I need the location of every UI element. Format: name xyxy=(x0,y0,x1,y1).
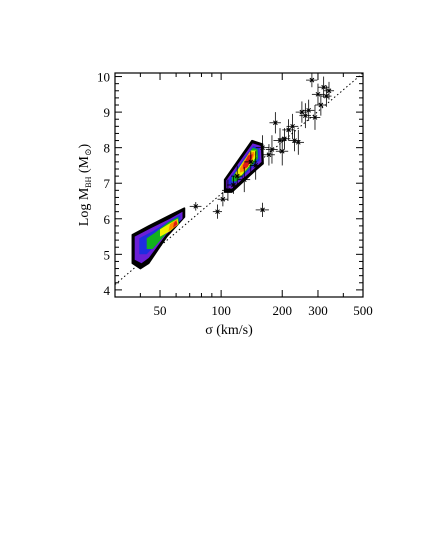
data-point xyxy=(222,179,234,201)
y-tick-label: 6 xyxy=(104,212,111,227)
data-point xyxy=(309,105,321,130)
data-point xyxy=(265,135,278,164)
density-level-7 xyxy=(173,220,178,228)
x-tick-label: 100 xyxy=(211,303,231,318)
plot-frame xyxy=(114,72,364,298)
point-marker-b xyxy=(260,145,265,151)
point-marker-b xyxy=(220,196,226,202)
point-marker-b xyxy=(290,123,295,129)
point-marker-b xyxy=(326,88,332,94)
point-marker-b xyxy=(321,84,327,90)
y-tick-label: 8 xyxy=(104,141,111,156)
data-point xyxy=(275,137,289,166)
point-marker-b xyxy=(260,207,265,213)
data-point xyxy=(269,112,281,134)
density-cluster-2 xyxy=(223,139,264,193)
y-axis-label-unit-close: ) xyxy=(77,143,92,148)
x-tick-label: 300 xyxy=(308,303,328,318)
data-points xyxy=(189,73,335,219)
y-axis-label-subscript: BH xyxy=(84,176,93,187)
data-point xyxy=(262,144,275,166)
point-marker-b xyxy=(279,148,285,154)
point-marker-b xyxy=(286,127,291,133)
point-marker-b xyxy=(241,177,247,183)
y-axis-label-unit-open: (M xyxy=(77,155,92,176)
y-tick-label: 7 xyxy=(104,176,111,191)
data-point xyxy=(302,99,315,121)
point-marker-b xyxy=(273,120,278,126)
y-tick-label: 4 xyxy=(104,283,111,298)
point-marker-b xyxy=(315,91,321,97)
x-tick-labels: 50 100 200 300 500 xyxy=(154,303,373,318)
data-point xyxy=(306,73,318,88)
point-marker-b xyxy=(266,152,272,158)
y-tick-label: 10 xyxy=(97,70,110,85)
y-tick-label: 5 xyxy=(104,247,111,262)
data-point xyxy=(317,76,330,98)
point-marker-b xyxy=(231,182,236,188)
point-marker-b xyxy=(306,107,312,113)
data-point xyxy=(212,204,223,219)
point-marker-b xyxy=(282,136,287,142)
density-cluster-1 xyxy=(131,207,186,270)
point-marker-b xyxy=(234,173,240,179)
y-axis-label-sun-symbol: ⊙ xyxy=(83,148,93,156)
x-axis-label: σ (km/s) xyxy=(205,323,253,338)
point-marker-b xyxy=(269,147,275,152)
point-marker-b xyxy=(248,159,254,165)
data-point xyxy=(255,135,269,161)
data-point xyxy=(323,81,335,100)
x-tick-label: 500 xyxy=(353,303,373,318)
y-axis-label-main: Log M xyxy=(77,187,92,226)
data-point xyxy=(249,151,262,180)
data-point xyxy=(237,167,251,193)
point-marker-b xyxy=(299,109,305,115)
data-point xyxy=(217,192,228,207)
point-marker-b xyxy=(309,77,315,83)
y-tick-label: 9 xyxy=(104,105,111,120)
data-point xyxy=(273,128,287,153)
data-point xyxy=(255,202,269,217)
data-point xyxy=(320,85,332,107)
point-marker-b xyxy=(253,163,259,168)
data-point xyxy=(231,165,243,187)
y-axis-label: Log MBH (M⊙) xyxy=(77,143,93,226)
point-marker-b xyxy=(193,203,199,209)
point-marker-b xyxy=(225,187,231,193)
point-marker-b xyxy=(295,139,301,145)
point-marker-b xyxy=(318,102,324,108)
data-point xyxy=(189,202,202,211)
point-marker-b xyxy=(277,138,283,143)
data-point xyxy=(244,151,257,173)
data-point xyxy=(299,103,311,129)
x-tick-label: 50 xyxy=(154,303,167,318)
data-point xyxy=(295,101,308,123)
x-tick-label: 200 xyxy=(272,303,292,318)
point-marker-b xyxy=(303,113,308,119)
data-point xyxy=(286,113,299,139)
point-marker-b xyxy=(292,138,297,143)
y-tick-labels: 4 5 6 7 8 9 10 xyxy=(97,70,111,298)
data-point xyxy=(314,94,327,116)
point-marker-b xyxy=(324,93,329,99)
point-marker-b xyxy=(312,115,318,120)
point-marker-b xyxy=(215,209,220,215)
data-point xyxy=(292,129,304,155)
